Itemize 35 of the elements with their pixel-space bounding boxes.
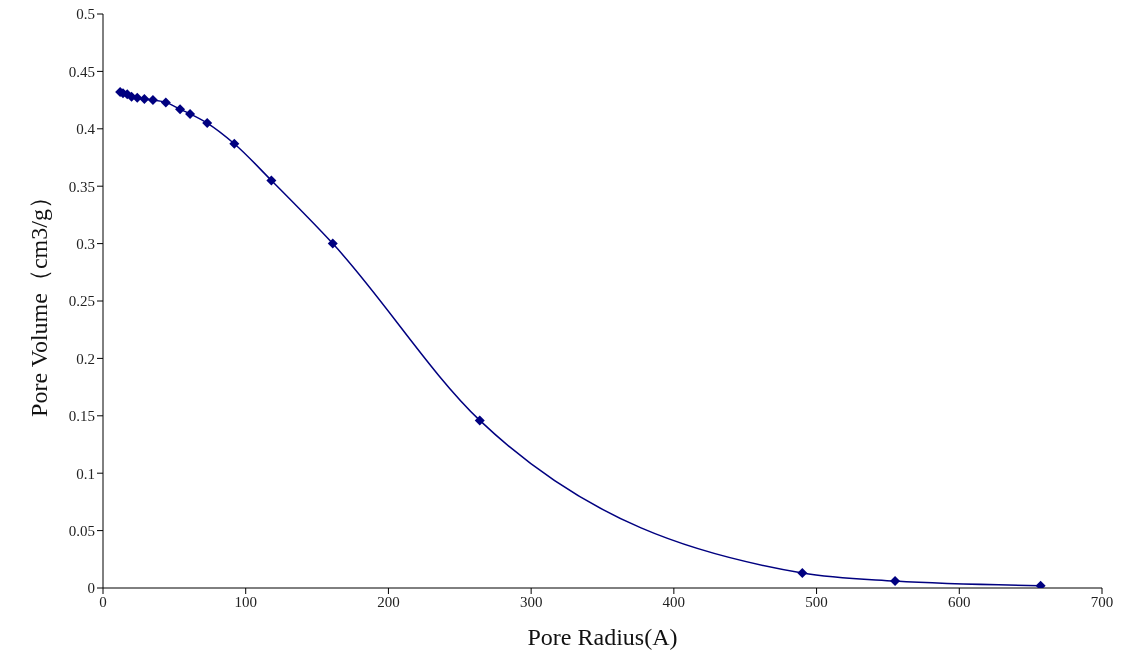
x-tick-label: 600 xyxy=(948,593,971,610)
x-axis-title: Pore Radius(A) xyxy=(527,624,678,651)
point xyxy=(139,93,150,104)
point xyxy=(185,108,196,119)
y-tick-label: 0.1 xyxy=(76,465,95,482)
point xyxy=(202,118,213,129)
y-tick-label: 0.3 xyxy=(76,235,95,252)
point xyxy=(229,138,240,149)
x-tick-label: 0 xyxy=(99,593,107,610)
point xyxy=(474,415,485,426)
point xyxy=(1035,580,1046,588)
y-tick-label: 0.15 xyxy=(68,408,95,425)
point xyxy=(147,95,158,106)
y-tick-label: 0.25 xyxy=(68,293,95,310)
point xyxy=(266,175,277,186)
y-tick-label: 0.5 xyxy=(76,6,95,23)
x-tick-label: 300 xyxy=(519,593,543,610)
x-tick-label: 200 xyxy=(377,593,400,610)
point xyxy=(890,576,901,587)
point xyxy=(175,104,186,115)
point xyxy=(132,92,143,103)
point xyxy=(327,238,338,249)
point xyxy=(797,568,808,579)
y-tick-label: 0 xyxy=(87,580,95,597)
y-tick-label: 0.2 xyxy=(76,350,95,367)
y-axis-title: Pore Volume（cm3/g） xyxy=(25,185,52,417)
y-tick-label: 0.05 xyxy=(68,522,95,539)
point xyxy=(160,97,171,108)
x-tick-label: 700 xyxy=(1090,593,1114,610)
x-tick-label: 500 xyxy=(805,593,828,610)
y-tick-label: 0.35 xyxy=(68,178,95,195)
y-tick-label: 0.4 xyxy=(76,121,96,138)
x-tick-label: 100 xyxy=(234,593,257,610)
x-tick-label: 400 xyxy=(662,593,686,610)
y-tick-label: 0.45 xyxy=(68,63,95,80)
